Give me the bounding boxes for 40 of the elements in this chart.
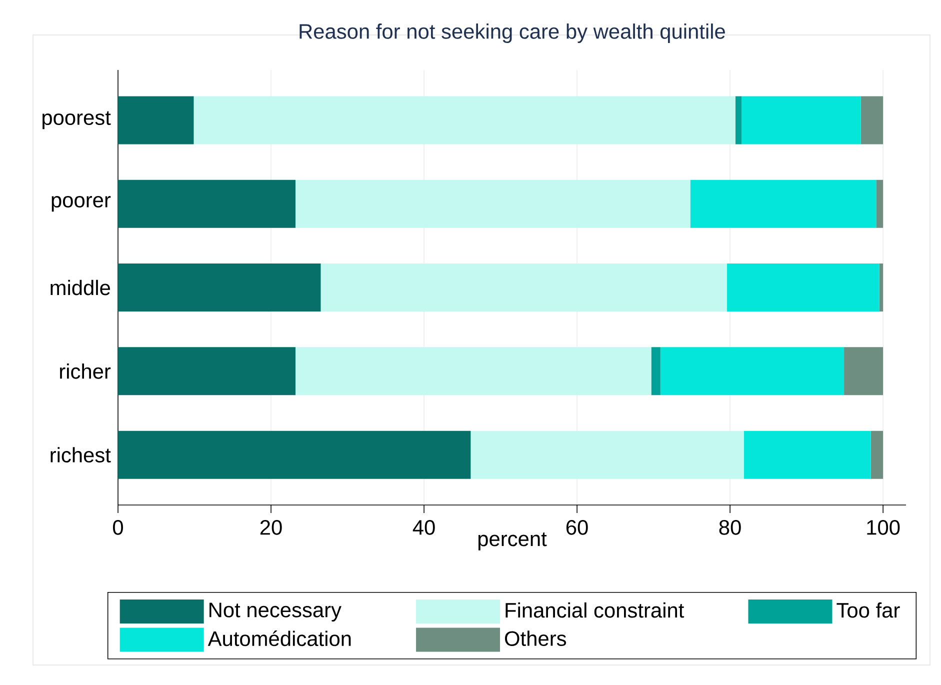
bar xyxy=(118,180,296,228)
bar xyxy=(844,347,884,396)
bar xyxy=(690,180,876,228)
legend-label: Too far xyxy=(836,602,900,618)
bar xyxy=(744,430,871,479)
bar xyxy=(194,96,736,144)
bar xyxy=(876,180,884,228)
bar xyxy=(726,264,880,312)
legend-label: Not necessary xyxy=(210,602,342,622)
bar xyxy=(870,430,884,479)
bar xyxy=(651,347,660,396)
x-tick-label: 20 xyxy=(260,520,282,535)
bar xyxy=(742,96,861,144)
bar xyxy=(320,264,727,312)
bar xyxy=(879,264,884,312)
legend-label: Others xyxy=(505,630,566,646)
bar xyxy=(118,430,471,479)
y-tick-label: middle xyxy=(50,280,110,296)
x-tick-label: 80 xyxy=(719,520,741,535)
bar xyxy=(660,347,844,396)
bar xyxy=(735,96,742,144)
y-tick-label: poorer xyxy=(52,196,111,212)
x-tick-label: 60 xyxy=(566,520,588,535)
bar xyxy=(295,347,652,396)
y-tick-label: poorest xyxy=(42,111,111,130)
legend-label: Automédication xyxy=(208,630,351,646)
bar xyxy=(118,96,194,144)
legend-label: Financial constraint xyxy=(506,602,684,618)
bar xyxy=(860,96,884,144)
bar xyxy=(118,347,296,396)
x-axis-title: percent xyxy=(478,532,547,550)
x-tick-label: 0 xyxy=(112,520,123,535)
y-tick-label: richer xyxy=(60,363,111,379)
x-tick-label: 100 xyxy=(867,520,900,535)
x-tick-label: 40 xyxy=(412,520,435,535)
chart-title: Reason for not seeking care by wealth quintile xyxy=(300,24,725,44)
bar xyxy=(470,430,744,479)
bar xyxy=(118,264,321,312)
bar xyxy=(295,180,690,228)
y-tick-label: richest xyxy=(50,447,111,463)
